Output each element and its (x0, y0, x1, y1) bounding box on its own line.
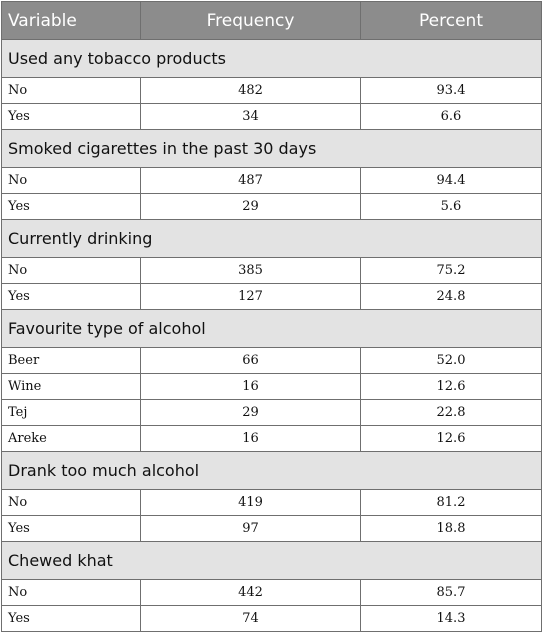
section-title: Drank too much alcohol (1, 451, 542, 490)
row-label: Areke (1, 425, 141, 452)
row-frequency: 487 (140, 167, 361, 194)
section-row: Currently drinking (1, 219, 542, 258)
row-percent: 5.6 (360, 193, 542, 220)
row-percent: 52.0 (360, 347, 542, 374)
header-percent: Percent (360, 1, 542, 40)
row-percent: 12.6 (360, 425, 542, 452)
row-frequency: 34 (140, 103, 361, 130)
table-row: No 385 75.2 (1, 257, 542, 284)
row-percent: 14.3 (360, 605, 542, 632)
row-label: Yes (1, 515, 141, 542)
row-label: Wine (1, 373, 141, 400)
header-variable: Variable (1, 1, 141, 40)
row-label: Tej (1, 399, 141, 426)
section-title: Chewed khat (1, 541, 542, 580)
row-percent: 81.2 (360, 489, 542, 516)
row-label: Yes (1, 103, 141, 130)
row-label: No (1, 579, 141, 606)
table-row: Areke 16 12.6 (1, 425, 542, 452)
section-row: Chewed khat (1, 541, 542, 580)
section-title: Currently drinking (1, 219, 542, 258)
table-row: No 482 93.4 (1, 77, 542, 104)
table-row: Yes 34 6.6 (1, 103, 542, 130)
row-percent: 18.8 (360, 515, 542, 542)
header-frequency: Frequency (140, 1, 361, 40)
row-label: No (1, 77, 141, 104)
row-percent: 94.4 (360, 167, 542, 194)
row-frequency: 419 (140, 489, 361, 516)
section-title: Smoked cigarettes in the past 30 days (1, 129, 542, 168)
row-percent: 75.2 (360, 257, 542, 284)
row-label: Yes (1, 283, 141, 310)
section-row: Favourite type of alcohol (1, 309, 542, 348)
table-row: Yes 127 24.8 (1, 283, 542, 310)
row-frequency: 97 (140, 515, 361, 542)
table-header: Variable Frequency Percent (1, 1, 542, 40)
table-row: Tej 29 22.8 (1, 399, 542, 426)
row-label: No (1, 489, 141, 516)
row-percent: 6.6 (360, 103, 542, 130)
row-percent: 93.4 (360, 77, 542, 104)
row-label: Yes (1, 193, 141, 220)
row-percent: 24.8 (360, 283, 542, 310)
table-row: No 487 94.4 (1, 167, 542, 194)
row-label: No (1, 257, 141, 284)
row-frequency: 482 (140, 77, 361, 104)
row-percent: 12.6 (360, 373, 542, 400)
row-frequency: 74 (140, 605, 361, 632)
section-row: Drank too much alcohol (1, 451, 542, 490)
row-percent: 22.8 (360, 399, 542, 426)
section-title: Used any tobacco products (1, 39, 542, 78)
header-row: Variable Frequency Percent (1, 1, 542, 40)
row-label: Yes (1, 605, 141, 632)
table-row: Wine 16 12.6 (1, 373, 542, 400)
table-row: Yes 29 5.6 (1, 193, 542, 220)
table-row: Yes 97 18.8 (1, 515, 542, 542)
table-row: No 419 81.2 (1, 489, 542, 516)
row-label: No (1, 167, 141, 194)
row-frequency: 442 (140, 579, 361, 606)
section-row: Smoked cigarettes in the past 30 days (1, 129, 542, 168)
table-row: Beer 66 52.0 (1, 347, 542, 374)
table-row: Yes 74 14.3 (1, 605, 542, 632)
row-frequency: 16 (140, 373, 361, 400)
section-row: Used any tobacco products (1, 39, 542, 78)
table-row: No 442 85.7 (1, 579, 542, 606)
row-frequency: 127 (140, 283, 361, 310)
row-frequency: 16 (140, 425, 361, 452)
section-title: Favourite type of alcohol (1, 309, 542, 348)
table-body: Used any tobacco products No 482 93.4 Yes 34 6… (1, 39, 542, 632)
row-frequency: 385 (140, 257, 361, 284)
row-frequency: 29 (140, 399, 361, 426)
row-percent: 85.7 (360, 579, 542, 606)
row-frequency: 29 (140, 193, 361, 220)
row-frequency: 66 (140, 347, 361, 374)
row-label: Beer (1, 347, 141, 374)
